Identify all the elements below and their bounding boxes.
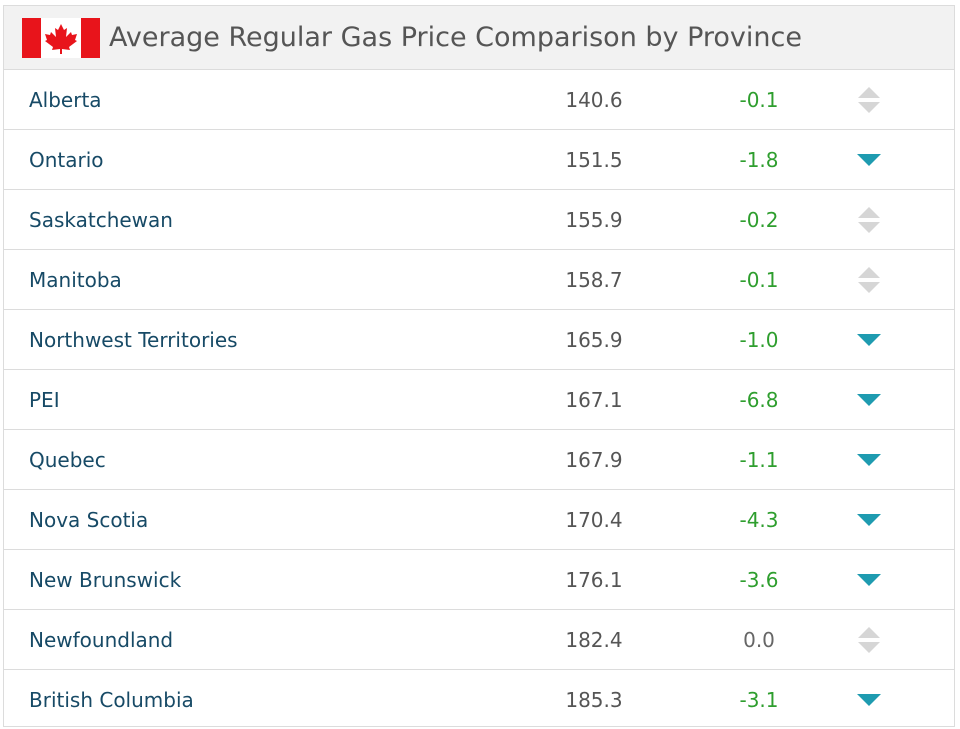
- price: 165.9: [565, 327, 623, 352]
- trend-down: [857, 333, 881, 346]
- table-row: New Brunswick 176.1 -3.6: [4, 550, 954, 610]
- price: 155.9: [565, 207, 623, 232]
- trend-down: [857, 453, 881, 466]
- change: -1.8: [739, 147, 779, 172]
- trend-neutral: [858, 86, 880, 113]
- price: 158.7: [565, 267, 623, 292]
- change: -1.0: [739, 327, 779, 352]
- change: 0.0: [743, 627, 775, 652]
- trend-down: [857, 513, 881, 526]
- price: 167.9: [565, 447, 623, 472]
- change: -6.8: [739, 387, 779, 412]
- price: 151.5: [565, 147, 623, 172]
- table-row: Nova Scotia 170.4 -4.3: [4, 490, 954, 550]
- province: PEI: [29, 387, 60, 412]
- table-row: Quebec 167.9 -1.1: [4, 430, 954, 490]
- table-row: Saskatchewan 155.9 -0.2: [4, 190, 954, 250]
- price: 185.3: [565, 687, 623, 712]
- trend-neutral: [858, 206, 880, 233]
- trend-neutral: [858, 626, 880, 653]
- province: New Brunswick: [29, 567, 182, 592]
- province: Alberta: [29, 87, 102, 112]
- trend-down: [857, 153, 881, 166]
- table-row: Alberta 140.6 -0.1: [4, 70, 954, 130]
- change: -3.1: [739, 687, 779, 712]
- price-widget: Average Regular Gas Price Comparison by …: [3, 5, 955, 727]
- price: 182.4: [565, 627, 623, 652]
- price: 176.1: [565, 567, 623, 592]
- change: -1.1: [739, 447, 779, 472]
- table-row: Northwest Territories 165.9 -1.0: [4, 310, 954, 370]
- change: -4.3: [739, 507, 779, 532]
- province: Quebec: [29, 447, 106, 472]
- header: Average Regular Gas Price Comparison by …: [4, 6, 954, 70]
- trend-neutral: [858, 266, 880, 293]
- table-row: Manitoba 158.7 -0.1: [4, 250, 954, 310]
- province: Manitoba: [29, 267, 122, 292]
- change: -3.6: [739, 567, 779, 592]
- change: -0.1: [739, 267, 779, 292]
- price: 167.1: [565, 387, 623, 412]
- province: Newfoundland: [29, 627, 174, 652]
- table: Alberta 140.6 -0.1 Ontario 151.5 -1.8 Saskatch…: [4, 70, 954, 729]
- province: Northwest Territories: [29, 327, 238, 352]
- trend-down: [857, 573, 881, 586]
- province: Saskatchewan: [29, 207, 173, 232]
- table-row: PEI 167.1 -6.8: [4, 370, 954, 430]
- price: 140.6: [565, 87, 623, 112]
- canada-flag: [22, 17, 100, 58]
- table-row: Newfoundland 182.4 0.0: [4, 610, 954, 670]
- province: Nova Scotia: [29, 507, 149, 532]
- change: -0.1: [739, 87, 779, 112]
- province: Ontario: [29, 147, 104, 172]
- table-row: Ontario 151.5 -1.8: [4, 130, 954, 190]
- province: British Columbia: [29, 687, 194, 712]
- title: Average Regular Gas Price Comparison by …: [109, 22, 802, 53]
- trend-down: [857, 693, 881, 706]
- price: 170.4: [565, 507, 623, 532]
- table-row: British Columbia 185.3 -3.1: [4, 670, 954, 729]
- trend-down: [857, 393, 881, 406]
- change: -0.2: [739, 207, 779, 232]
